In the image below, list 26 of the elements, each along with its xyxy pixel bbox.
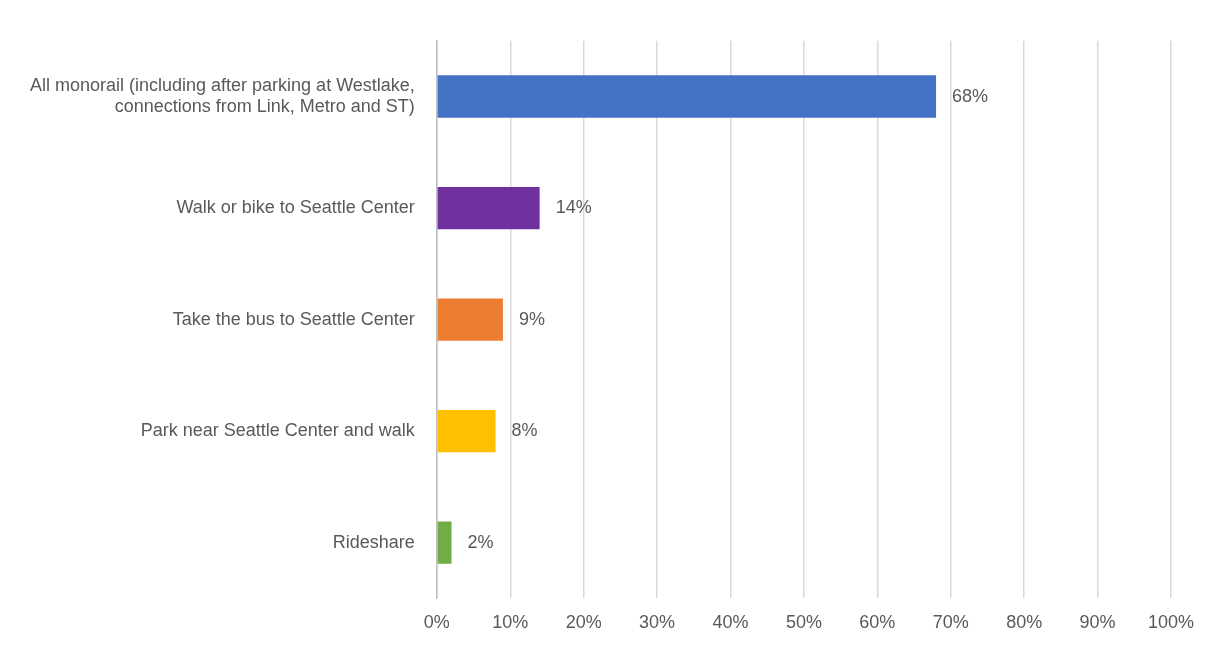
data-label: 8% — [511, 420, 538, 441]
data-label: 2% — [467, 531, 494, 552]
data-label: 14% — [555, 197, 592, 218]
y-tick-label: Walk or bike to Seattle Center — [176, 197, 415, 218]
x-tick-label: 80% — [1006, 612, 1043, 633]
data-label: 9% — [518, 308, 545, 329]
x-tick-label: 70% — [932, 612, 969, 633]
x-tick-label: 0% — [423, 612, 450, 633]
y-tick-label: Rideshare — [332, 531, 415, 552]
x-tick-label: 90% — [1079, 612, 1116, 633]
bar — [437, 409, 496, 453]
x-tick-label: 40% — [712, 612, 749, 633]
x-tick-label: 10% — [492, 612, 529, 633]
bar — [437, 298, 503, 341]
x-tick-label: 30% — [639, 612, 676, 633]
x-tick-label: 20% — [565, 612, 602, 633]
y-tick-label: Take the bus to Seattle Center — [172, 308, 415, 329]
bar — [437, 75, 937, 118]
data-label: 68% — [952, 85, 989, 106]
bar — [437, 186, 540, 230]
x-tick-label: 100% — [1147, 612, 1194, 633]
x-tick-label: 60% — [859, 612, 896, 633]
y-tick-label: All monorail (including after parking at Westlake, connections from Link, Metro and ST) — [29, 74, 415, 117]
y-tick-label: Park near Seattle Center and walk — [140, 420, 416, 441]
bar — [437, 521, 452, 564]
x-tick-label: 50% — [785, 612, 822, 633]
